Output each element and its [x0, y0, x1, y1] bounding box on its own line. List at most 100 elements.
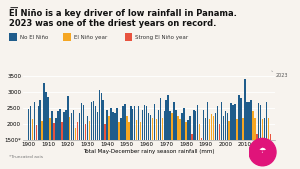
Bar: [242, 118, 244, 140]
Text: Strong El Niño year: Strong El Niño year: [135, 35, 188, 40]
Bar: [268, 118, 269, 140]
Bar: [81, 103, 82, 140]
Bar: [164, 111, 165, 140]
Bar: [177, 116, 179, 140]
Bar: [167, 95, 169, 140]
Bar: [57, 111, 59, 140]
Bar: [85, 124, 86, 140]
Bar: [130, 106, 131, 140]
Bar: [100, 93, 102, 140]
Bar: [199, 124, 200, 140]
Text: No El Niño: No El Niño: [20, 35, 48, 40]
Bar: [154, 104, 155, 140]
Bar: [240, 98, 242, 140]
Bar: [229, 121, 230, 140]
Bar: [260, 105, 262, 140]
Text: 2023 was one of the driest years on record.: 2023 was one of the driest years on reco…: [9, 19, 216, 28]
Bar: [191, 134, 193, 140]
Bar: [45, 92, 47, 140]
Bar: [49, 118, 51, 140]
Bar: [136, 120, 137, 140]
Bar: [213, 116, 214, 140]
X-axis label: Total May-December rainy season rainfall (mm): Total May-December rainy season rainfall…: [83, 149, 214, 154]
Bar: [144, 105, 145, 140]
Bar: [142, 110, 143, 140]
Bar: [116, 108, 118, 140]
Bar: [266, 102, 267, 140]
Text: 2023: 2023: [272, 71, 288, 78]
Bar: [160, 98, 161, 140]
Bar: [179, 119, 181, 140]
Bar: [244, 79, 246, 140]
Bar: [108, 116, 110, 140]
Bar: [110, 108, 112, 140]
Bar: [183, 108, 185, 140]
Bar: [181, 113, 183, 140]
Bar: [219, 124, 220, 140]
Bar: [217, 106, 218, 140]
Bar: [47, 97, 49, 140]
Bar: [207, 102, 208, 140]
Bar: [79, 113, 80, 140]
Bar: [126, 116, 128, 140]
Bar: [112, 112, 114, 140]
Bar: [51, 111, 53, 140]
Bar: [65, 110, 67, 140]
Bar: [152, 118, 153, 140]
Bar: [209, 119, 210, 140]
Bar: [67, 96, 68, 140]
Bar: [40, 100, 41, 140]
Bar: [205, 118, 206, 140]
Bar: [53, 123, 55, 140]
Bar: [77, 122, 78, 140]
Bar: [89, 121, 90, 140]
Bar: [270, 135, 271, 140]
Bar: [91, 102, 92, 140]
Bar: [124, 104, 126, 140]
Bar: [148, 113, 149, 140]
Bar: [238, 95, 240, 140]
Bar: [150, 115, 151, 140]
Bar: [223, 116, 224, 140]
Bar: [189, 116, 190, 140]
Bar: [250, 100, 252, 140]
Bar: [161, 118, 163, 140]
Bar: [44, 83, 45, 140]
Bar: [236, 119, 238, 140]
Bar: [140, 122, 141, 140]
Bar: [69, 117, 70, 140]
Bar: [61, 122, 63, 140]
Bar: [248, 102, 250, 140]
Bar: [175, 110, 177, 140]
Bar: [30, 106, 31, 140]
Bar: [118, 122, 120, 140]
Bar: [98, 90, 100, 140]
Bar: [173, 102, 175, 140]
Bar: [264, 118, 266, 140]
Bar: [138, 106, 140, 140]
Bar: [28, 109, 29, 140]
Bar: [55, 118, 57, 140]
Bar: [34, 102, 35, 140]
Bar: [195, 111, 196, 140]
Bar: [114, 113, 116, 140]
Bar: [106, 110, 108, 140]
Bar: [203, 110, 204, 140]
Bar: [232, 105, 234, 140]
Bar: [158, 110, 159, 140]
Bar: [258, 103, 260, 140]
Bar: [41, 121, 43, 140]
Bar: [234, 104, 236, 140]
Bar: [230, 103, 232, 140]
Bar: [59, 109, 61, 140]
Bar: [75, 128, 76, 140]
Text: El Niño year: El Niño year: [74, 35, 107, 40]
Bar: [224, 111, 226, 140]
Text: ☂: ☂: [259, 146, 266, 155]
Bar: [169, 111, 171, 140]
Bar: [256, 134, 257, 140]
Bar: [197, 105, 199, 140]
Bar: [246, 102, 248, 140]
Bar: [215, 113, 216, 140]
Bar: [103, 100, 104, 140]
